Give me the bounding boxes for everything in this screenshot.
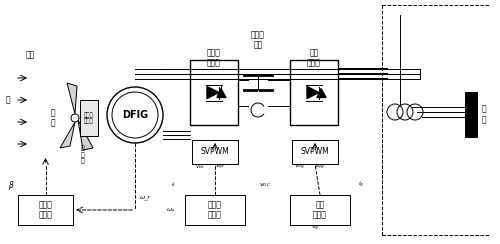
Polygon shape (67, 83, 77, 114)
Text: $ω_s$: $ω_s$ (166, 206, 175, 214)
Text: $v_{dg}$: $v_{dg}$ (294, 163, 306, 172)
Text: $v_{DC}$: $v_{DC}$ (259, 181, 271, 189)
Text: $v_{qg}$: $v_{qg}$ (314, 163, 326, 172)
Polygon shape (317, 89, 326, 98)
Text: $i_g$: $i_g$ (358, 180, 364, 190)
Text: $v_{qr}$: $v_{qr}$ (214, 163, 226, 172)
Text: 转子侧
控制器: 转子侧 控制器 (208, 200, 222, 220)
Text: 转子侧
变流器: 转子侧 变流器 (207, 48, 221, 67)
Bar (290, 60, 338, 125)
Polygon shape (60, 122, 75, 148)
Bar (80, 100, 98, 136)
Bar (292, 140, 338, 164)
Text: $v_g$: $v_g$ (311, 224, 319, 233)
Text: $i_r$: $i_r$ (171, 181, 177, 189)
Bar (190, 60, 238, 125)
Text: 高速轴
齿轮箱: 高速轴 齿轮箱 (84, 112, 94, 124)
Text: DFIG: DFIG (122, 110, 148, 120)
Text: β: β (8, 181, 13, 190)
Text: 轮
毂: 轮 毂 (50, 108, 56, 128)
Text: 叶片: 叶片 (26, 51, 35, 60)
Bar (18, 195, 73, 225)
Bar (185, 195, 245, 225)
Circle shape (107, 87, 163, 143)
Bar (290, 195, 350, 225)
Polygon shape (78, 120, 93, 150)
Text: ω_r: ω_r (140, 195, 151, 201)
Bar (465, 92, 477, 137)
Text: SVPWM: SVPWM (300, 148, 330, 156)
Text: 网侧
控制器: 网侧 控制器 (313, 200, 327, 220)
Bar (192, 140, 238, 164)
Text: SVPWM: SVPWM (200, 148, 230, 156)
Circle shape (71, 114, 79, 122)
Text: 电
网: 电 网 (482, 105, 486, 124)
Text: $v_{dr}$: $v_{dr}$ (194, 163, 205, 171)
Polygon shape (207, 87, 219, 99)
Text: 风: 风 (6, 95, 10, 104)
Text: 桨距角
控制器: 桨距角 控制器 (38, 200, 52, 220)
Text: 网侧
变流器: 网侧 变流器 (307, 48, 321, 67)
Polygon shape (307, 87, 319, 99)
Text: 低
速
轴: 低 速 轴 (81, 146, 85, 164)
Text: 直流侧
电容: 直流侧 电容 (251, 30, 265, 49)
Polygon shape (217, 89, 226, 98)
